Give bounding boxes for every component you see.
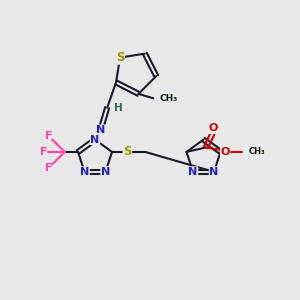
Text: N: N xyxy=(188,167,198,177)
Text: N: N xyxy=(209,167,219,177)
Text: F: F xyxy=(45,130,52,141)
Text: H: H xyxy=(114,103,122,113)
Text: O: O xyxy=(220,147,230,157)
Text: F: F xyxy=(45,163,52,173)
Text: N: N xyxy=(80,167,89,177)
Text: S: S xyxy=(123,146,132,158)
Text: F: F xyxy=(40,147,47,157)
Text: CH₃: CH₃ xyxy=(249,147,266,156)
Text: O: O xyxy=(208,123,218,134)
Text: N: N xyxy=(101,167,110,177)
Text: S: S xyxy=(116,51,124,64)
Text: CH₃: CH₃ xyxy=(160,94,178,103)
Text: N: N xyxy=(96,125,105,135)
Text: N: N xyxy=(90,135,100,145)
